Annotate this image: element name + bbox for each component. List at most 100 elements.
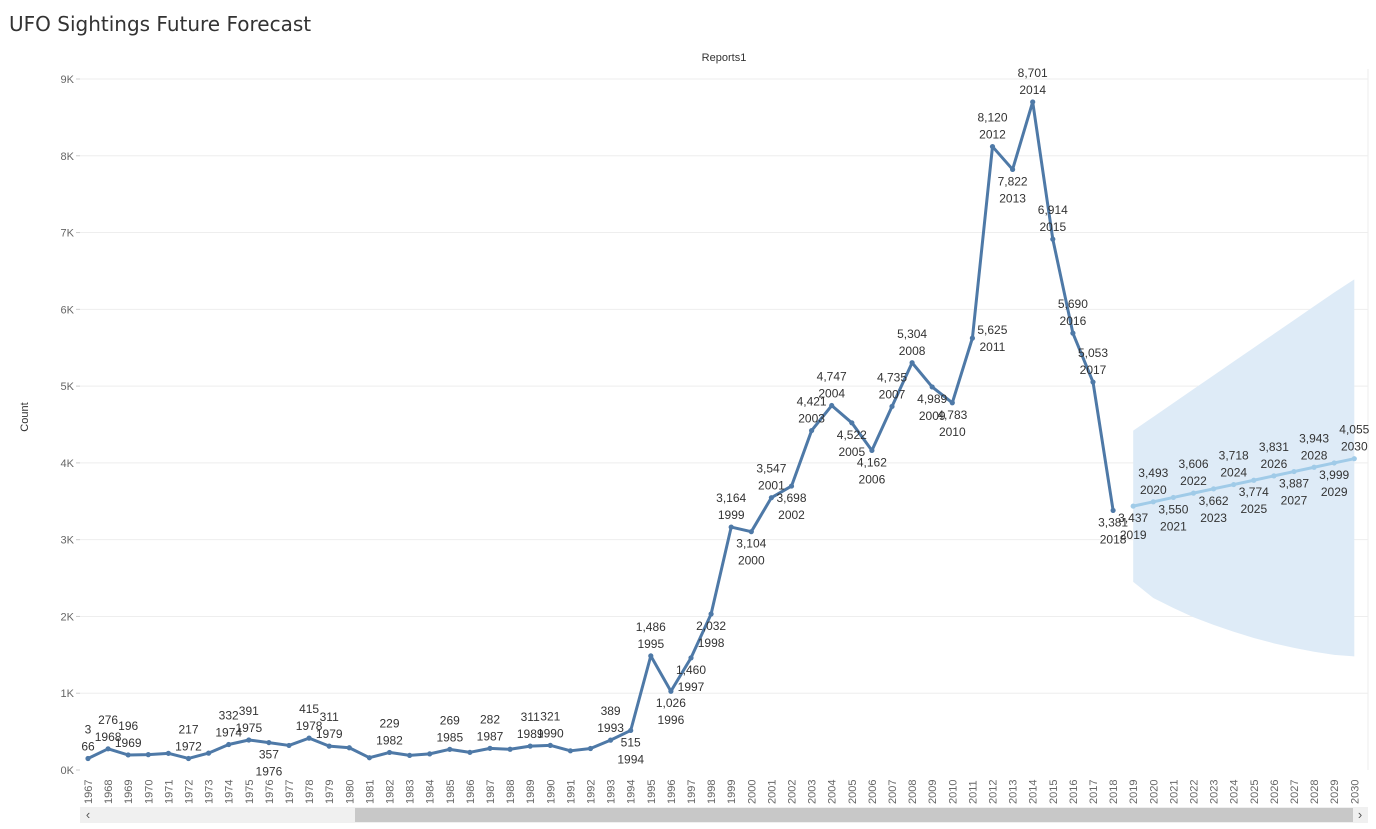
x-tick-label: 1998 bbox=[706, 780, 718, 804]
data-label-year: 2022 bbox=[1180, 474, 1207, 488]
chevron-right-icon[interactable]: › bbox=[1357, 807, 1363, 822]
data-label-value: 4,989 bbox=[917, 392, 947, 406]
x-tick-label: 2001 bbox=[766, 780, 778, 804]
chart-header: Reports1 bbox=[702, 52, 747, 64]
data-label-value: 3,999 bbox=[1319, 468, 1349, 482]
forecast-data-point bbox=[1351, 456, 1357, 462]
y-tick-label: 0K bbox=[61, 765, 75, 777]
y-tick-label: 4K bbox=[61, 458, 75, 470]
data-label-value: 4,735 bbox=[877, 370, 907, 384]
actual-data-point bbox=[547, 742, 553, 748]
y-tick-label: 3K bbox=[61, 535, 75, 547]
forecast-data-point bbox=[1170, 494, 1176, 501]
x-tick-label: 2012 bbox=[988, 780, 1000, 804]
x-tick-label: 2023 bbox=[1209, 780, 1221, 804]
forecast-series-line bbox=[1132, 457, 1355, 508]
x-tick-label: 1971 bbox=[163, 780, 175, 804]
data-label-value: 3,547 bbox=[756, 462, 786, 476]
data-label-value: 3,774 bbox=[1239, 485, 1269, 499]
x-tick-label: 2026 bbox=[1269, 780, 1281, 804]
actual-series-line bbox=[87, 100, 1115, 760]
data-label-year: 2010 bbox=[939, 425, 966, 439]
x-tick-label: 1978 bbox=[304, 780, 316, 804]
actual-data-point bbox=[366, 755, 372, 761]
y-tick-label: 5K bbox=[61, 381, 75, 393]
actual-data-point bbox=[487, 745, 493, 751]
x-tick-label: 2015 bbox=[1048, 780, 1060, 804]
actual-data-point bbox=[386, 749, 393, 756]
actual-data-point bbox=[105, 746, 111, 752]
x-tick-label: 2028 bbox=[1309, 780, 1321, 804]
actual-data-point bbox=[527, 743, 533, 749]
data-label-year: 2020 bbox=[1140, 483, 1167, 497]
x-tick-label: 2017 bbox=[1088, 780, 1100, 804]
actual-data-point bbox=[829, 402, 835, 409]
scrollbar-thumb[interactable] bbox=[355, 808, 1353, 822]
actual-data-point bbox=[849, 420, 855, 426]
data-label-value: 276 bbox=[98, 713, 118, 727]
x-tick-label: 1979 bbox=[324, 780, 336, 804]
x-tick-label: 2025 bbox=[1249, 780, 1261, 804]
chevron-left-icon[interactable]: ‹ bbox=[85, 807, 91, 822]
data-label-value: 332 bbox=[219, 709, 239, 723]
actual-data-point bbox=[145, 752, 151, 758]
actual-data-point bbox=[628, 727, 634, 734]
data-label-year: 2023 bbox=[1200, 511, 1227, 525]
data-label-value: 4,055 bbox=[1339, 423, 1369, 437]
data-label-year: 1978 bbox=[296, 719, 323, 733]
data-label-value: 391 bbox=[239, 704, 259, 718]
data-label-year: 1972 bbox=[175, 739, 202, 753]
data-label-year: 2028 bbox=[1301, 448, 1328, 462]
data-label-value: 269 bbox=[440, 713, 460, 727]
actual-data-point bbox=[1090, 379, 1096, 385]
x-tick-label: 1967 bbox=[83, 780, 95, 804]
data-label-year: 1998 bbox=[698, 636, 725, 650]
forecast-data-point bbox=[1251, 477, 1257, 483]
forecast-data-point bbox=[1130, 503, 1136, 509]
y-tick-label: 1K bbox=[61, 688, 75, 700]
forecast-data-point bbox=[1150, 499, 1156, 505]
x-tick-label: 2004 bbox=[827, 780, 839, 804]
data-label-value: 5,690 bbox=[1058, 297, 1088, 311]
data-label-year: 1968 bbox=[95, 730, 122, 744]
data-label-value: 8,701 bbox=[1018, 66, 1048, 80]
actual-data-point bbox=[306, 735, 312, 741]
data-label-value: 6,914 bbox=[1038, 203, 1068, 217]
forecast-data-point bbox=[1271, 473, 1277, 479]
x-tick-label: 2007 bbox=[887, 780, 899, 804]
data-label-year: 2026 bbox=[1261, 457, 1288, 471]
data-label-value: 217 bbox=[178, 722, 198, 736]
data-label-year: 66 bbox=[81, 739, 95, 753]
x-tick-label: 2000 bbox=[746, 780, 758, 804]
actual-data-point bbox=[929, 384, 935, 390]
data-label-year: 2029 bbox=[1321, 485, 1348, 499]
forecast-confidence-band bbox=[1133, 279, 1355, 657]
y-tick-label: 8K bbox=[61, 151, 75, 163]
x-tick-label: 2003 bbox=[807, 780, 819, 804]
data-label-value: 7,822 bbox=[998, 174, 1028, 188]
data-label-value: 3,943 bbox=[1299, 431, 1329, 445]
x-tick-label: 1973 bbox=[204, 780, 216, 804]
data-label-year: 2015 bbox=[1039, 220, 1066, 234]
x-tick-label: 2019 bbox=[1128, 780, 1140, 804]
x-tick-label: 1974 bbox=[224, 780, 236, 804]
x-tick-label: 1981 bbox=[364, 780, 376, 804]
data-label-value: 3,887 bbox=[1279, 477, 1309, 491]
x-tick-label: 1994 bbox=[626, 780, 638, 804]
actual-data-point bbox=[768, 495, 775, 501]
actual-data-point bbox=[989, 143, 996, 150]
data-label-value: 3,831 bbox=[1259, 440, 1289, 454]
data-label-value: 196 bbox=[118, 719, 138, 733]
data-label-value: 415 bbox=[299, 702, 319, 716]
forecast-data-point bbox=[1231, 481, 1237, 488]
actual-data-point bbox=[1010, 166, 1016, 173]
data-label-year: 2003 bbox=[798, 412, 825, 426]
x-tick-label: 1986 bbox=[465, 780, 477, 804]
actual-data-point bbox=[407, 752, 413, 759]
x-tick-label: 2016 bbox=[1068, 780, 1080, 804]
data-label-year: 1995 bbox=[637, 637, 664, 651]
x-tick-label: 1982 bbox=[385, 780, 397, 804]
x-tick-label: 1972 bbox=[184, 780, 196, 804]
actual-data-point bbox=[1050, 236, 1056, 242]
data-label-year: 1987 bbox=[477, 729, 504, 743]
